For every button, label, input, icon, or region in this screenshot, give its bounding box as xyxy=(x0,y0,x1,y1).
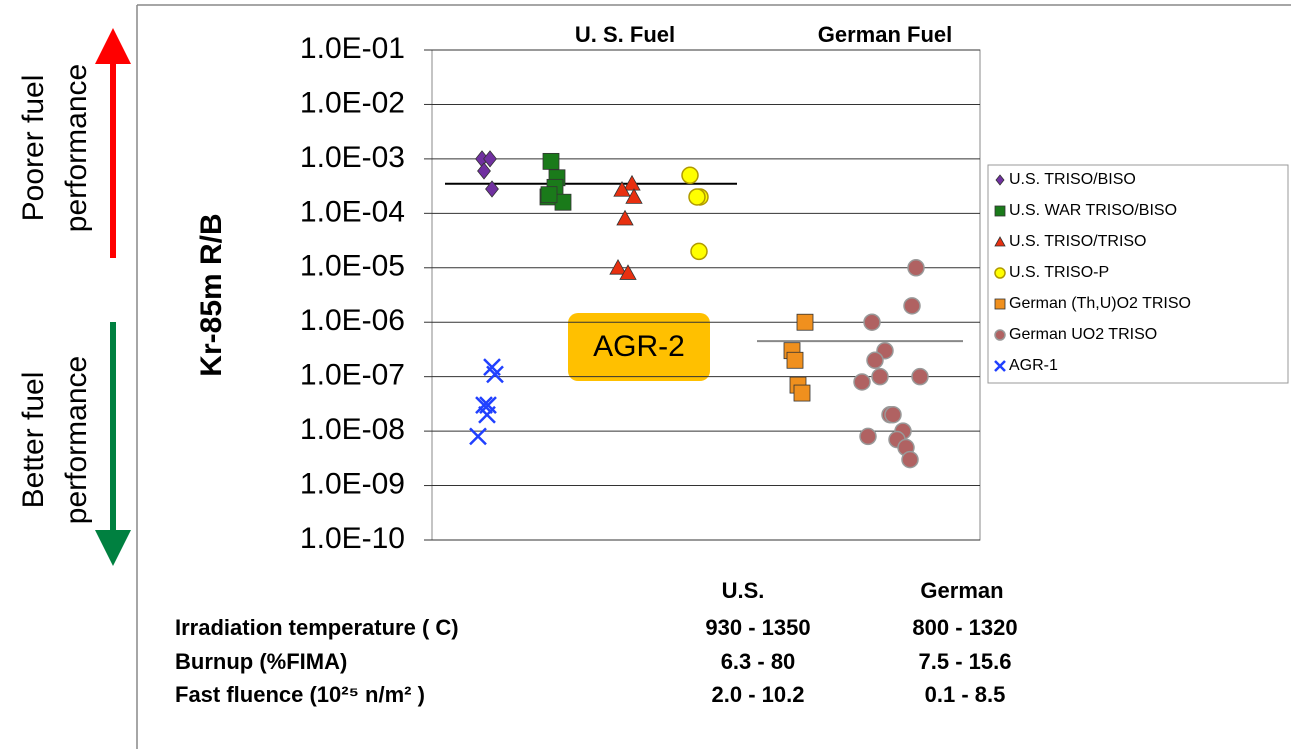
y-tick-label: 1.0E-08 xyxy=(300,413,405,446)
table-value: 930 - 1350 xyxy=(705,615,810,640)
table-label: Irradiation temperature ( C) xyxy=(175,615,459,640)
better-label: performance xyxy=(60,356,93,524)
point xyxy=(866,351,884,370)
point xyxy=(483,150,497,168)
table-label: Fast fluence (10²⁵ n/m² ) xyxy=(175,682,425,707)
point xyxy=(486,365,504,384)
point xyxy=(793,384,811,402)
point xyxy=(625,188,643,204)
poorer-label: Poorer fuel xyxy=(17,75,50,222)
table-value: 2.0 - 10.2 xyxy=(712,682,805,707)
legend-label: German (Th,U)O2 TRISO xyxy=(1009,295,1191,312)
legend-marker xyxy=(994,205,1006,217)
y-tick-label: 1.0E-02 xyxy=(300,86,405,119)
table-header: German xyxy=(920,578,1003,603)
y-tick-label: 1.0E-03 xyxy=(300,141,405,174)
point xyxy=(884,405,902,424)
point xyxy=(796,313,814,331)
legend-label: AGR-1 xyxy=(1009,357,1058,374)
legend-marker xyxy=(995,174,1005,186)
y-tick-label: 1.0E-06 xyxy=(300,304,405,337)
poorer-label: performance xyxy=(60,64,93,232)
legend-label: German UO2 TRISO xyxy=(1009,326,1157,343)
point xyxy=(616,209,634,226)
table-value: 7.5 - 15.6 xyxy=(919,649,1012,674)
point xyxy=(863,313,881,331)
table-label: Burnup (%FIMA) xyxy=(175,649,347,674)
point xyxy=(901,450,919,469)
point xyxy=(609,258,627,275)
point xyxy=(690,242,708,261)
legend-marker xyxy=(994,298,1006,310)
legend-marker xyxy=(994,267,1006,279)
plot-area xyxy=(431,49,981,541)
point xyxy=(540,186,558,204)
point xyxy=(911,367,929,386)
y-tick-label: 1.0E-04 xyxy=(300,195,405,228)
legend-label: U.S. WAR TRISO/BISO xyxy=(1009,202,1177,219)
point xyxy=(623,174,641,191)
point xyxy=(903,297,921,315)
annotation: AGR-2 xyxy=(593,330,685,363)
point xyxy=(688,188,706,206)
y-tick-label: 1.0E-01 xyxy=(300,32,405,65)
point xyxy=(475,396,493,415)
legend-marker xyxy=(994,329,1006,341)
legend-marker xyxy=(994,236,1006,247)
point xyxy=(469,427,487,446)
point xyxy=(786,351,804,369)
point xyxy=(542,152,560,170)
legend-label: U.S. TRISO/TRISO xyxy=(1009,233,1147,250)
table-value: 0.1 - 8.5 xyxy=(925,682,1006,707)
legend-marker xyxy=(994,360,1006,372)
legend xyxy=(987,164,1289,384)
better-label: Better fuel xyxy=(17,372,50,509)
point xyxy=(871,367,889,386)
y-tick-label: 1.0E-10 xyxy=(300,522,405,555)
table-value: 800 - 1320 xyxy=(912,615,1017,640)
point xyxy=(485,180,499,198)
point xyxy=(478,405,496,424)
group-label: U. S. Fuel xyxy=(575,22,675,47)
legend-label: U.S. TRISO-P xyxy=(1009,264,1109,281)
y-axis-label: Kr-85m R/B xyxy=(195,213,228,376)
point xyxy=(681,166,699,185)
annotation-box xyxy=(568,313,710,381)
point xyxy=(907,259,925,277)
table-header: U.S. xyxy=(722,578,765,603)
y-tick-label: 1.0E-05 xyxy=(300,250,405,283)
table-value: 6.3 - 80 xyxy=(721,649,796,674)
legend-label: U.S. TRISO/BISO xyxy=(1009,171,1136,188)
point xyxy=(613,181,631,197)
point xyxy=(853,373,871,391)
point xyxy=(554,193,572,211)
group-label: German Fuel xyxy=(818,22,952,47)
point xyxy=(859,427,877,446)
y-tick-label: 1.0E-09 xyxy=(300,467,405,500)
point xyxy=(619,264,637,280)
point xyxy=(477,162,491,180)
y-tick-label: 1.0E-07 xyxy=(300,359,405,392)
